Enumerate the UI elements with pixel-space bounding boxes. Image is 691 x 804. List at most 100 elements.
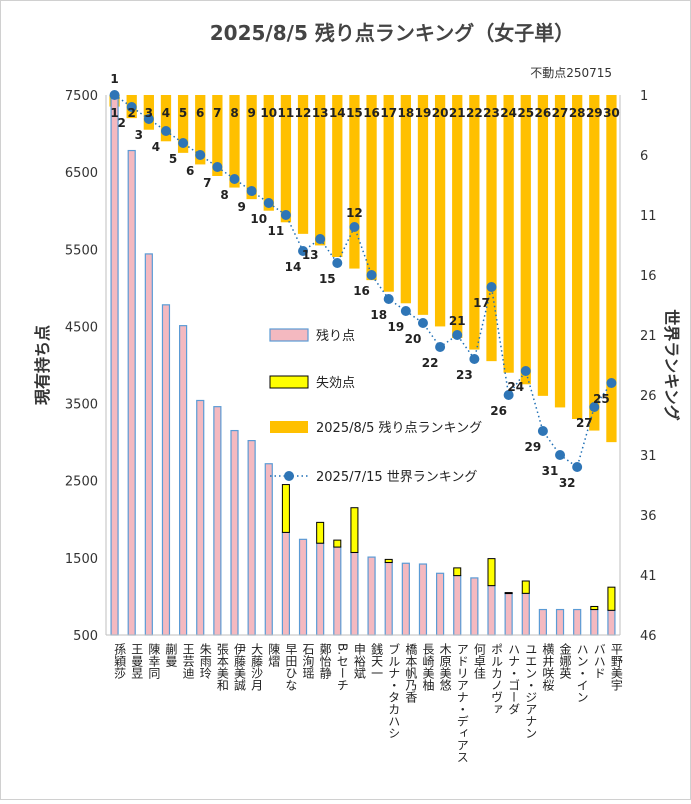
x-category-label: 陳熠	[267, 643, 281, 667]
x-category-label: 申裕斌	[352, 643, 366, 679]
rank-bar	[349, 95, 360, 269]
x-category-label: 朱雨玲	[198, 643, 212, 680]
y-left-tick-label: 2500	[65, 475, 98, 490]
remaining-bar	[401, 562, 410, 636]
rank-bar-label: 10	[260, 106, 277, 120]
world-rank-label: 14	[285, 260, 302, 274]
world-rank-label: 5	[169, 152, 177, 166]
x-category-label: 金娜英	[558, 642, 572, 679]
rank-bar	[537, 95, 549, 396]
rank-bar-label: 24	[500, 106, 517, 120]
world-rank-label: 9	[237, 200, 245, 214]
y-right-tick-label: 41	[640, 569, 657, 584]
world-rank-marker	[263, 198, 274, 208]
world-rank-marker	[503, 390, 514, 400]
rank-bar-label: 1	[110, 106, 118, 120]
world-rank-label: 21	[449, 314, 466, 328]
world-rank-marker	[520, 366, 531, 376]
expired-bar	[281, 484, 290, 533]
remaining-bar	[453, 574, 462, 636]
world-rank-label: 4	[152, 140, 160, 154]
world-rank-label: 11	[268, 224, 285, 238]
expired-bar	[384, 558, 393, 563]
rank-bar	[297, 95, 309, 234]
world-rank-marker	[229, 174, 240, 184]
remaining-bar	[607, 609, 616, 636]
rank-bar-label: 3	[145, 106, 153, 120]
world-rank-line-group	[109, 90, 617, 472]
remaining-bar	[538, 608, 548, 636]
world-rank-marker	[315, 234, 326, 244]
chart-note: 不動点250715	[530, 66, 612, 80]
rank-bar	[606, 95, 617, 443]
rank-bar	[503, 95, 514, 373]
rank-bar-label: 7	[213, 106, 221, 120]
rank-bar-label: 28	[569, 106, 586, 120]
world-rank-label: 20	[405, 332, 422, 346]
expired-bar	[333, 539, 342, 548]
rank-bar	[589, 95, 600, 431]
rank-bar-label: 17	[380, 106, 397, 120]
rank-bar-label: 5	[179, 106, 187, 120]
rank-bar	[263, 95, 274, 211]
expired-bar	[521, 580, 530, 594]
x-category-label: 橋本帆乃香	[404, 643, 418, 704]
remaining-bar	[247, 440, 256, 636]
x-category-label: 王芸迪	[181, 643, 195, 679]
world-rank-marker	[212, 162, 223, 172]
remaining-bar	[127, 149, 136, 636]
world-rank-marker	[366, 270, 377, 280]
world-rank-marker	[160, 126, 171, 136]
rank-bar	[572, 95, 583, 419]
world-rank-label: 25	[593, 392, 610, 406]
rank-bar-label: 4	[162, 106, 170, 120]
rank-bar-label: 30	[603, 106, 620, 120]
remaining-bar	[298, 538, 308, 636]
world-rank-marker	[280, 210, 291, 220]
expired-bar	[453, 567, 462, 577]
world-rank-label: 23	[456, 368, 473, 382]
rank-bar-label: 27	[552, 106, 569, 120]
rank-bar	[452, 95, 463, 338]
world-rank-marker	[537, 426, 548, 436]
world-rank-marker	[417, 318, 428, 328]
world-rank-label: 6	[186, 164, 194, 178]
world-rank-label: 1	[110, 72, 118, 86]
world-rank-marker	[332, 258, 343, 268]
rank-bar	[486, 95, 497, 362]
world-rank-label: 26	[490, 404, 507, 418]
world-rank-label: 8	[220, 188, 228, 202]
rank-bar	[177, 95, 189, 153]
world-rank-marker	[126, 102, 137, 112]
remaining-bar	[521, 592, 530, 636]
rank-bar-label: 29	[586, 106, 603, 120]
remaining-bar	[213, 406, 222, 636]
x-category-label: ポルカノヴァ	[490, 643, 504, 715]
y-right-tick-label: 26	[640, 389, 657, 404]
world-rank-label: 2	[118, 116, 126, 130]
world-rank-marker	[555, 450, 566, 460]
rank-bar-label: 20	[432, 106, 449, 120]
legend-swatch-remaining	[269, 328, 309, 342]
world-rank-marker	[572, 462, 583, 472]
y-right-tick-label: 21	[640, 329, 657, 344]
y-left-tick-label: 500	[73, 629, 98, 644]
world-rank-marker	[400, 306, 411, 316]
rank-bar-label: 23	[483, 106, 500, 120]
world-rank-marker	[435, 342, 446, 352]
x-category-label: バハド	[592, 643, 606, 679]
y-right-tick-label: 31	[640, 449, 657, 464]
rank-bar-label: 26	[535, 106, 552, 120]
y-left-tick-label: 4500	[65, 320, 98, 335]
world-rank-marker	[589, 402, 600, 412]
rank-bar	[520, 95, 531, 385]
y-right-tick-label: 1	[640, 89, 648, 104]
world-rank-marker	[178, 138, 189, 148]
world-rank-label: 27	[576, 416, 593, 430]
expired-bar	[316, 521, 325, 544]
world-rank-label: 13	[302, 248, 319, 262]
x-category-label: 大藤沙月	[250, 643, 264, 692]
y-left-tick-label: 6500	[65, 166, 98, 181]
x-category-label: 蒯曼	[164, 643, 178, 667]
